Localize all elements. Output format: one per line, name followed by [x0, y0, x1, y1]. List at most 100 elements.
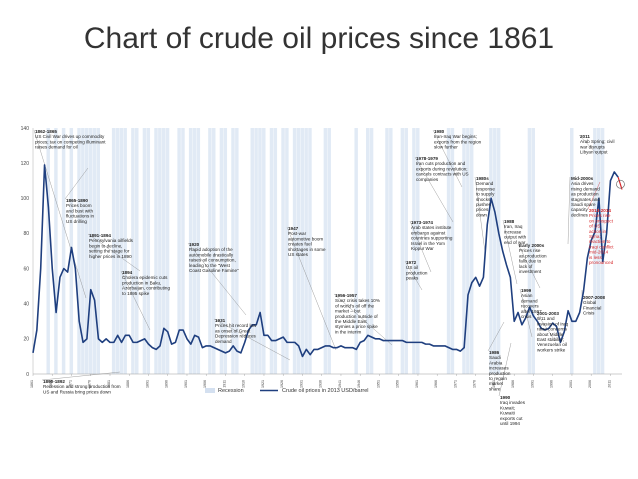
annotation: 1978-1979 Iran cuts production and exports…: [416, 156, 469, 182]
annotation-line: US and Russia bring prices down: [43, 389, 111, 394]
recession-bar: [292, 128, 297, 374]
annotation-line: after 1997: [521, 309, 542, 314]
annotation-line: begin to decline,: [89, 243, 122, 248]
recession-bar: [131, 128, 135, 374]
annotation: 1980s Demand response to supply shocks pushes…: [476, 176, 495, 217]
annotation-line: recovers: [521, 304, 539, 309]
annotation-heading: Early 2000s: [519, 243, 545, 248]
recession-bar: [450, 128, 455, 374]
recession-bar: [365, 128, 370, 374]
annotation-line: 9/11 and: [537, 316, 555, 321]
annotation: 1894 Cholera epidemic cuts production in B…: [122, 270, 170, 296]
annotation-line: Kuwait;: [500, 405, 515, 410]
x-tick-label: 1976: [473, 380, 477, 388]
recession-bar: [304, 128, 308, 374]
recession-bar: [115, 128, 120, 374]
recession-bar: [223, 128, 228, 374]
recession-bars: [46, 128, 605, 374]
recession-bar: [177, 128, 181, 374]
annotation-line: stagnates and: [571, 197, 600, 202]
annotation-line: peaks: [406, 276, 419, 281]
annotation-line: US drilling: [66, 219, 87, 224]
axes: 0 20 40 60 80 100 120 140 1861 1866 1871 1876 1881 18…: [21, 126, 622, 388]
recession-bar: [81, 128, 85, 374]
annotation-line: raise concerns: [537, 327, 568, 332]
recession-bar: [593, 128, 597, 374]
annotation-heading: 2011: [580, 134, 590, 139]
x-tick-label: 1936: [319, 380, 323, 388]
annotation-line: Pennsylvania oilfields: [89, 238, 134, 243]
annotation-line: Prices rise: [519, 248, 541, 253]
recession-bar: [46, 128, 50, 374]
annotation-line: countries supporting: [411, 236, 453, 241]
annotation-heading: 1980s: [476, 176, 489, 181]
annotation-line: Prices boom: [66, 203, 92, 208]
annotation-line: falls due to: [519, 259, 542, 264]
x-tick-label: 1961: [415, 380, 419, 388]
recession-bar: [596, 128, 601, 374]
x-tick-label: 1891: [145, 380, 149, 388]
annotation-line: raises oil consumption,: [189, 258, 236, 263]
annotation-line: shocks: [476, 197, 491, 202]
annotation: 2013-2014 Prices rise on prospect of US acti…: [589, 208, 614, 265]
recession-bar: [84, 128, 89, 374]
forecast-circle: [616, 179, 625, 189]
annotation-line: is less: [589, 255, 602, 260]
annotation-line: automotive boom: [288, 236, 323, 241]
annotation-line: Asian: [521, 293, 533, 298]
recession-bar: [369, 128, 374, 374]
annotation: Mid-2000s Asia drives rising demand as prod…: [571, 176, 600, 217]
recession-bar: [142, 128, 147, 374]
recession-bar: [231, 128, 235, 374]
slide-title: Chart of crude oil prices since 1861: [83, 22, 555, 55]
annotation-heading: 1973-1974: [411, 220, 433, 225]
annotation-line: Venezuelan oil: [537, 342, 567, 347]
annotation-heading: 1862-1865: [35, 129, 57, 134]
recession-bar: [61, 128, 66, 374]
annotation-line: Arab Spring; civil: [580, 139, 614, 144]
recession-bar: [389, 128, 393, 374]
recession-bar: [250, 128, 254, 374]
forecast-series-line: [617, 177, 623, 190]
annotation-line: leading to the "West: [189, 263, 231, 268]
annotation-line: capacity: [571, 207, 589, 212]
y-tick-label: 0: [26, 372, 29, 378]
x-tick-label: 1871: [68, 380, 72, 388]
annotation-heading: 1890-1892: [43, 379, 65, 384]
x-tick-label: 1866: [49, 380, 53, 388]
x-tick-label: 1996: [550, 380, 554, 388]
annotation: 1972 US oil production peaks: [406, 260, 428, 281]
annotation-line: increase: [504, 229, 522, 234]
recession-bar: [412, 128, 416, 374]
recession-bar: [161, 128, 166, 374]
annotation-line: invasion of Iraq: [537, 321, 569, 326]
recession-bar: [285, 128, 289, 374]
annotation-line: Kippur War: [411, 246, 434, 251]
annotation-line: prices; tax on competing illuminant: [35, 139, 106, 144]
recession-bar: [469, 128, 474, 374]
recession-bar: [466, 128, 470, 374]
annotation: 1986 Saudi Arabia increases production to reg…: [489, 350, 511, 391]
annotation-leader: [432, 129, 463, 188]
recession-bar: [119, 128, 124, 374]
annotation-line: rising demand: [571, 186, 600, 191]
x-tick-label: 1991: [530, 380, 534, 388]
annotation-leader: [187, 242, 247, 316]
x-tick-label: 1966: [434, 380, 438, 388]
recession-bar: [146, 128, 151, 374]
annotation-line: setting the stage for: [89, 249, 130, 254]
recession-bar: [462, 128, 466, 374]
annotation: Early 2000s Prices rise as production falls…: [519, 243, 547, 274]
annotation-line: the Middle East: [335, 319, 367, 324]
annotation-heading: 1956-1957: [335, 293, 357, 298]
annotation-line: production outside of: [335, 314, 378, 319]
x-tick-label: 1896: [165, 380, 169, 388]
annotation-line: as production: [519, 253, 547, 258]
annotation: 1973-1974 Arab states institute embargo ag…: [411, 220, 453, 251]
annotation: 1990 Iraq invades Kuwait; Kuwaiti exports cu…: [500, 395, 526, 426]
recession-bar: [181, 128, 185, 374]
annotation-line: down: [476, 212, 487, 217]
recession-bar: [123, 128, 127, 374]
annotation-line: Saudi spare: [571, 202, 596, 207]
